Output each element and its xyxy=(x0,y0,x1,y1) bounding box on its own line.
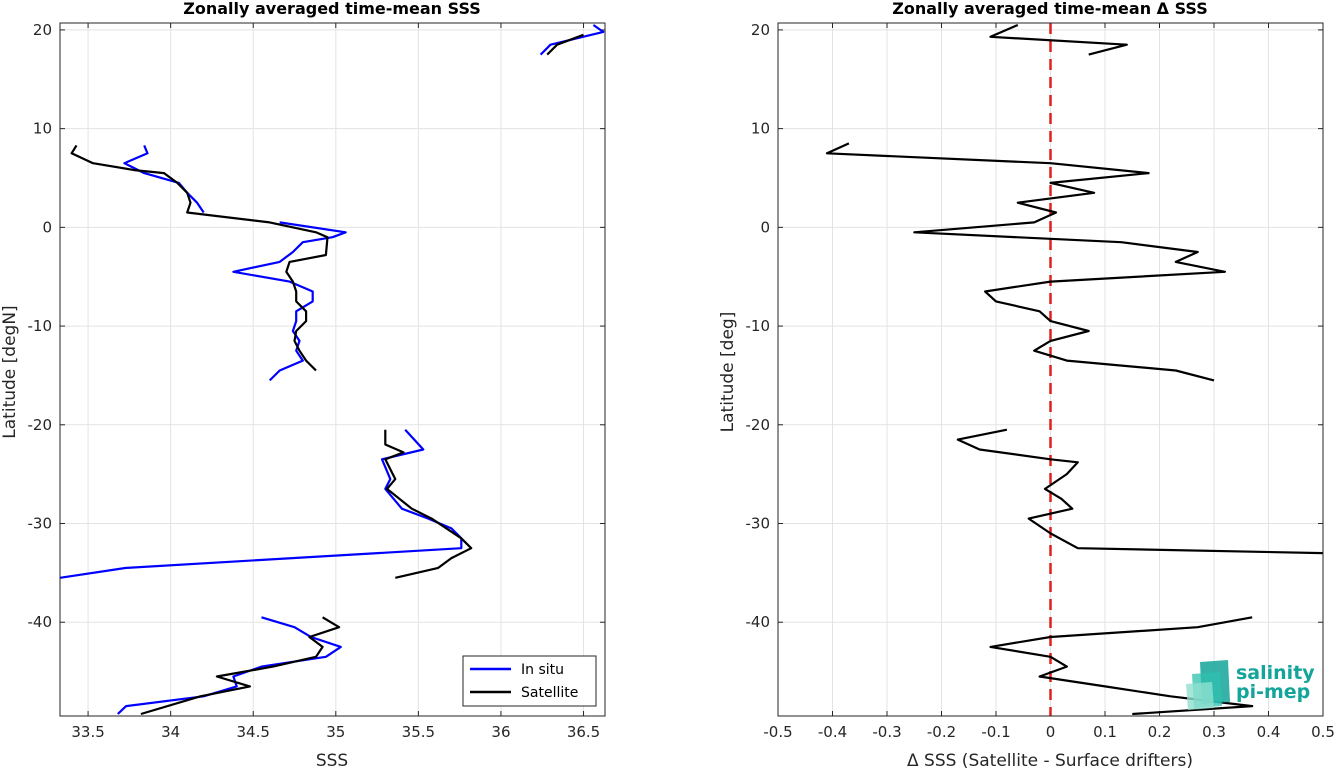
x-tick-label: 34.5 xyxy=(237,723,270,741)
x-axis-label: Δ SSS (Satellite - Surface drifters) xyxy=(907,751,1193,769)
y-tick-label: 20 xyxy=(33,21,52,39)
x-tick-label: 36 xyxy=(491,723,510,741)
x-tick-label: 0.5 xyxy=(1311,723,1335,741)
logo-mark-icon xyxy=(1186,660,1230,710)
x-axis-label: SSS xyxy=(316,751,348,769)
y-tick-label: 20 xyxy=(751,21,770,39)
series-line-satellite xyxy=(140,616,341,716)
x-tick-label: 0.2 xyxy=(1148,723,1172,741)
y-tick-label: 0 xyxy=(42,218,52,236)
series-line-delta-sss xyxy=(956,428,1324,555)
plot-frame xyxy=(777,22,1324,717)
legend-label-in-situ: In situ xyxy=(521,662,564,678)
x-tick-label: 35 xyxy=(326,723,345,741)
x-tick-label: -0.4 xyxy=(818,723,847,741)
series-line-in-situ xyxy=(123,144,205,214)
x-tick-label: -0.1 xyxy=(981,723,1010,741)
y-tick-label: -40 xyxy=(28,613,53,631)
x-tick-label: -0.3 xyxy=(872,723,901,741)
y-tick-label: -10 xyxy=(28,317,53,335)
x-tick-label: 0.3 xyxy=(1202,723,1226,741)
y-tick-label: -30 xyxy=(28,515,53,533)
series-line-delta-sss xyxy=(989,23,1128,56)
y-tick-label: -30 xyxy=(746,515,771,533)
series-line-in-situ xyxy=(117,616,342,715)
x-tick-label: 0 xyxy=(1046,723,1056,741)
x-tick-label: 0.4 xyxy=(1257,723,1281,741)
y-tick-label: 10 xyxy=(751,120,770,138)
y-tick-label: -20 xyxy=(28,416,53,434)
legend: In situ Satellite xyxy=(462,655,597,707)
chart-title: Zonally averaged time-mean Δ SSS xyxy=(892,0,1208,18)
series-line-delta-sss xyxy=(825,142,1227,382)
logo-text-line1: salinity xyxy=(1236,662,1315,684)
x-tick-label: 33.5 xyxy=(71,723,104,741)
salinity-pi-mep-logo: salinity pi-mep xyxy=(1186,660,1315,710)
delta-sss-panel: Zonally averaged time-mean Δ SSS Δ SSS (… xyxy=(718,0,1335,769)
series-line-satellite xyxy=(384,429,473,579)
y-tick-label: 0 xyxy=(760,218,770,236)
sss-panel: Zonally averaged time-mean SSS SSS Latit… xyxy=(0,0,606,769)
x-tick-label: 35.5 xyxy=(402,723,435,741)
plot-frame xyxy=(59,22,606,717)
series-line-in-situ xyxy=(232,221,347,382)
y-axis-label: Latitude [deg] xyxy=(718,312,738,433)
legend-label-satellite: Satellite xyxy=(521,685,578,701)
y-tick-label: -10 xyxy=(746,317,771,335)
y-tick-label: -20 xyxy=(746,416,771,434)
y-tick-label: -40 xyxy=(746,613,771,631)
x-tick-label: -0.2 xyxy=(927,723,956,741)
x-tick-label: -0.5 xyxy=(763,723,792,741)
x-tick-label: 34 xyxy=(161,723,180,741)
x-tick-label: 0.1 xyxy=(1093,723,1117,741)
series-line-satellite xyxy=(546,33,584,56)
x-tick-label: 36.5 xyxy=(567,723,600,741)
chart-title: Zonally averaged time-mean SSS xyxy=(183,0,481,18)
y-tick-label: 10 xyxy=(33,120,52,138)
series-line-satellite xyxy=(70,144,329,372)
y-axis-label: Latitude [degN] xyxy=(0,305,20,438)
logo-text-line2: pi-mep xyxy=(1236,681,1310,703)
